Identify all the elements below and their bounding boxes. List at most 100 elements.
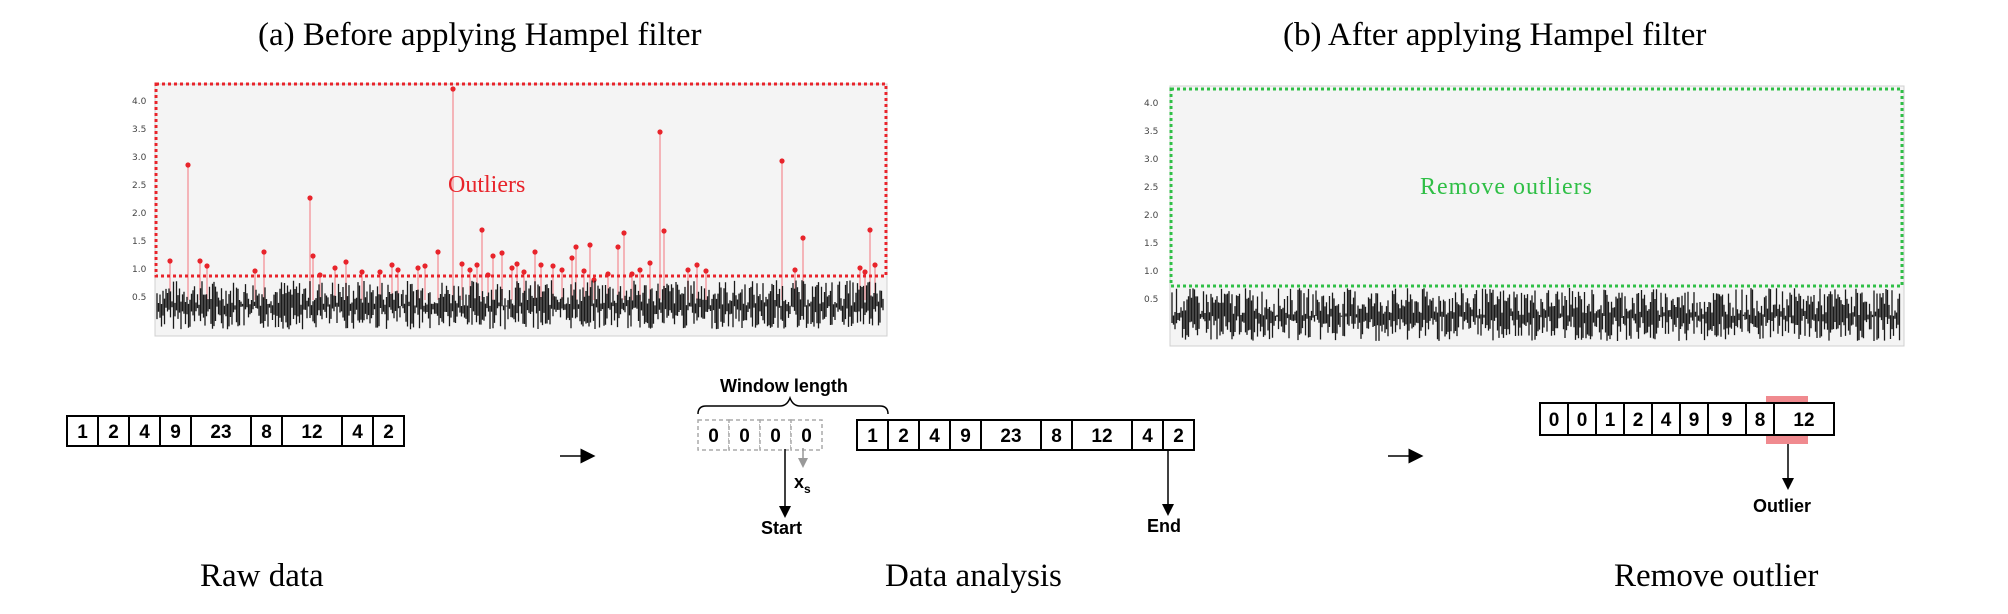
outlier-point [532,249,538,255]
xs-pointer-head [798,458,808,468]
result-cell-value: 8 [1755,410,1766,431]
pad-cell-value: 0 [708,426,719,447]
outlier-point [573,244,579,250]
outlier-point [615,244,621,250]
outlier-point [310,253,316,259]
outlier-point [167,258,173,264]
outlier-point [550,263,556,269]
outlier-point [499,250,505,256]
analysis-array: 1 2 4 9 23 8 12 4 2 [856,419,1195,451]
analysis-cell-value: 4 [1142,426,1153,447]
result-array: 0 0 1 2 4 9 9 8 12 [1539,402,1835,436]
outlier-point [204,263,210,269]
result-cell-value: 12 [1793,410,1814,431]
result-cell [1651,402,1681,436]
analysis-cell-value: 2 [1173,426,1184,447]
outlier-point [359,269,365,275]
result-cell-value: 0 [1577,410,1588,431]
outlier-point [435,249,441,255]
outlier-point [647,260,653,266]
panel-b-y-tick-label: 3.5 [1144,127,1158,137]
outlier-point [559,267,565,273]
result-cell-value: 9 [1689,410,1700,431]
pad-cell-value: 0 [770,426,781,447]
outlier-point [450,86,456,92]
outlier-point [661,228,667,234]
panel-b-y-tick-label: 1.0 [1144,267,1159,277]
outlier-point [569,255,575,261]
panel-a-annotation: Outliers [448,172,525,198]
panel-b-y-tick-label: 1.5 [1144,239,1158,249]
panel-b-plot: 4.0 3.5 3.0 2.5 2.0 1.5 1.0 0.5 Remove outliers [1144,85,1905,347]
analysis-cell-value: 9 [960,426,971,447]
outlier-point [467,267,473,273]
outlier-point [252,268,258,274]
raw-cell-value: 23 [210,422,231,443]
outlier-point [867,227,873,233]
panel-b-annotation: Remove outliers [1420,174,1593,200]
panel-a-y-tick-label: 1.5 [132,237,146,247]
end-arrow-head [1162,504,1174,516]
analysis-cell-value: 1 [867,426,878,447]
outlier-label: Outlier [1753,496,1811,516]
outlier-point [792,267,798,273]
analysis-cell [1162,419,1195,451]
panel-a-y-ticks: 4.0 3.5 3.0 2.5 2.0 1.5 1.0 0.5 [132,97,147,303]
outlier-point [779,158,785,164]
panel-b-y-tick-label: 2.5 [1144,183,1158,193]
panel-a-signal [156,280,884,330]
panel-a-y-tick-label: 2.5 [132,181,146,191]
raw-cell [190,415,252,447]
pad-cell-value: 0 [739,426,750,447]
panel-a-y-tick-label: 4.0 [132,97,147,107]
panel-b-y-tick-label: 4.0 [1144,99,1159,109]
outlier-point [872,262,878,268]
outlier-point [474,262,480,268]
panel-b-y-tick-label: 2.0 [1144,211,1159,221]
outlier-point [479,227,485,233]
panel-b-y-ticks: 4.0 3.5 3.0 2.5 2.0 1.5 1.0 0.5 [1144,99,1159,305]
raw-cell-value: 4 [352,422,363,443]
outlier-point [857,265,863,271]
result-cell [1595,402,1625,436]
outlier-point [490,253,496,259]
result-cell [1623,402,1653,436]
outlier-point [459,261,465,267]
raw-cell-value: 4 [139,422,150,443]
panel-b-removed-region [1169,87,1904,288]
pad-cell [790,419,823,451]
outlier-point [587,242,593,248]
panel-a-outlier-region [154,82,888,278]
panel-b-signal [1171,288,1901,341]
outlier-point [694,262,700,268]
outlier-point [800,235,806,241]
outlier-point [377,269,383,275]
analysis-cell [1071,419,1133,451]
pad-cell-value: 0 [801,426,812,447]
outlier-point [509,265,515,271]
panel-a-y-tick-label: 3.5 [132,125,146,135]
remove-outlier-caption: Remove outlier [1614,558,1819,594]
panel-a-y-tick-label: 0.5 [132,293,146,303]
result-cell-value: 0 [1549,410,1560,431]
data-analysis-caption: Data analysis [885,558,1062,594]
outlier-point [343,259,349,265]
raw-cell-value: 9 [170,422,181,443]
result-section: 0 0 1 2 4 9 9 8 12 Outlier [1539,396,1835,516]
analysis-cell [856,419,889,451]
result-cell-value: 9 [1722,410,1733,431]
outlier-point [862,269,868,275]
panel-a-title: (a) Before applying Hampel filter [258,17,702,53]
panel-a-plot: 4.0 3.5 3.0 2.5 2.0 1.5 1.0 0.5 Outliers [132,82,888,337]
start-label: Start [761,518,802,538]
analysis-cell-value: 8 [1051,426,1062,447]
panel-a-y-tick-label: 1.0 [132,265,147,275]
outlier-point [514,261,520,267]
raw-cell [66,415,99,447]
result-cell [1773,402,1835,436]
raw-data-caption: Raw data [200,558,324,594]
outlier-point [389,262,395,268]
outlier-point [307,195,313,201]
